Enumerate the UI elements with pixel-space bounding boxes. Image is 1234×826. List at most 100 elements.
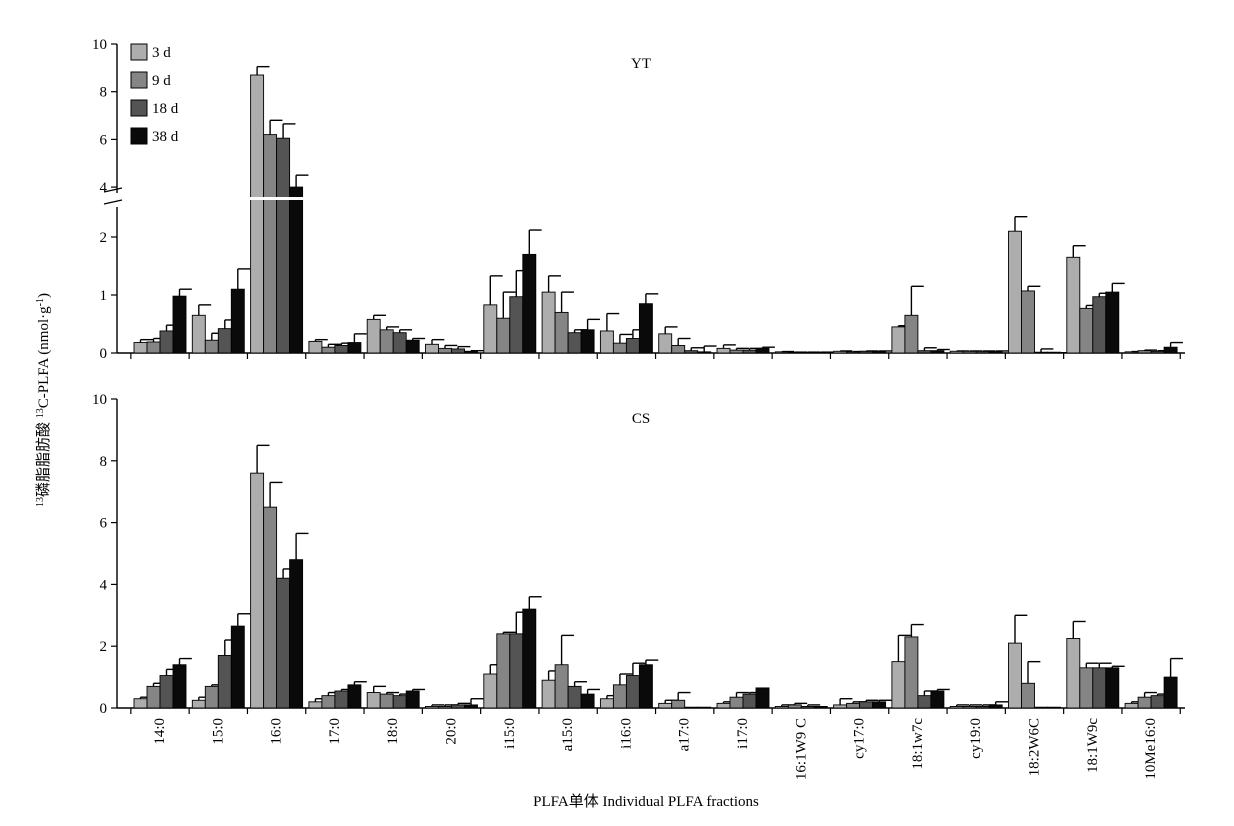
legend-swatch (130, 127, 148, 145)
bar (133, 342, 148, 354)
bar (347, 684, 362, 709)
x-category-label: 10Me16:0 (1143, 718, 1159, 780)
y-tick-label: 10 (92, 392, 107, 408)
bar (1092, 296, 1107, 354)
bar (425, 706, 439, 709)
bar (716, 702, 731, 709)
bar (859, 701, 874, 709)
bar (658, 333, 673, 354)
bar (1163, 676, 1178, 709)
bar (697, 706, 712, 709)
bar (671, 345, 686, 354)
bar (379, 693, 394, 709)
bar (612, 342, 627, 354)
series-18-d (159, 123, 1170, 354)
bar (509, 296, 524, 354)
series-3-d (133, 444, 1144, 709)
bar (308, 340, 323, 354)
bar (638, 303, 653, 354)
bar (599, 698, 614, 709)
bar (425, 343, 439, 354)
bar (949, 706, 964, 709)
bar (263, 134, 278, 354)
series-38-d (172, 174, 1183, 354)
y-axis-title-sup: 13 (35, 497, 46, 507)
bar (541, 291, 556, 354)
y-axis-title-part: ) (36, 293, 52, 298)
bar (1021, 290, 1035, 354)
series-18-d (159, 568, 1170, 709)
bar (191, 314, 206, 354)
bar (917, 350, 932, 354)
y-axis-title-part: 磷脂脂肪酸 (35, 418, 52, 497)
axis-break-gap (249, 197, 304, 200)
y-axis-title-sup: -1 (35, 298, 46, 306)
x-axis-title: PLFA单体 Individual PLFA fractions (533, 793, 759, 810)
series-9-d (146, 119, 1157, 354)
bar (1079, 307, 1094, 354)
bar (684, 706, 699, 709)
bar (891, 326, 906, 354)
bar (1021, 682, 1035, 709)
bar (1066, 256, 1081, 354)
axis-break-mark (103, 199, 123, 205)
bar (522, 253, 537, 354)
panel-label: YT (631, 56, 651, 72)
bar (321, 695, 336, 709)
bar (800, 706, 815, 709)
x-category-label: 18:0 (385, 718, 401, 745)
bar (451, 704, 465, 709)
x-category-label: 16:1W9 C (793, 718, 809, 780)
y-tick-label: 8 (100, 454, 108, 470)
x-category-label: a17:0 (677, 718, 693, 751)
bar (392, 332, 407, 354)
bar (191, 699, 206, 709)
x-category-label: 15:0 (210, 718, 226, 745)
x-category-label: 14:0 (152, 718, 168, 745)
bar (1079, 667, 1094, 709)
legend-label: 3 d (152, 45, 171, 61)
bar (599, 330, 614, 354)
bar (1150, 350, 1165, 354)
bar (567, 685, 582, 709)
bar (276, 137, 291, 354)
bar (904, 636, 919, 709)
bar (405, 690, 420, 709)
bar (172, 664, 187, 709)
bar (930, 350, 945, 354)
bar (217, 655, 232, 709)
bar (787, 704, 802, 709)
series-9-d (146, 481, 1157, 709)
bar (464, 350, 478, 354)
panel-label: CS (632, 411, 650, 427)
bar (451, 348, 465, 354)
bar (308, 701, 323, 709)
bar (379, 329, 394, 354)
y-axis-title: 13磷脂脂肪酸 13C-PLFA (nmol·g-1) (35, 293, 53, 507)
bar (813, 706, 828, 709)
bar (276, 577, 291, 709)
x-category-label: 18:2W6C (1027, 718, 1043, 776)
x-category-label: a15:0 (560, 718, 576, 751)
axis-break-mark (103, 187, 123, 193)
series-38-d (172, 532, 1183, 709)
legend-label: 38 d (152, 129, 179, 145)
y-tick-label: 8 (100, 85, 108, 101)
bar (742, 693, 757, 709)
bar (930, 690, 945, 709)
legend-label: 9 d (152, 73, 171, 89)
bar (729, 696, 744, 709)
y-tick-label: 2 (100, 639, 108, 655)
x-category-label: cy19:0 (968, 718, 984, 759)
x-category-label: cy17:0 (852, 718, 868, 759)
x-category-label: 17:0 (327, 718, 343, 745)
y-tick-label: 6 (100, 132, 108, 148)
bar (638, 664, 653, 709)
bar (366, 692, 381, 709)
y-axis-title-part: C-PLFA (nmol·g (36, 306, 52, 408)
x-category-label: 16:0 (269, 718, 285, 745)
x-category-label: 18:1W9c (1085, 718, 1101, 773)
y-tick-label: 4 (100, 577, 108, 593)
bar (755, 687, 770, 709)
